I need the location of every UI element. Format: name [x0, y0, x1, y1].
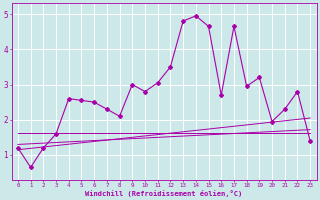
X-axis label: Windchill (Refroidissement éolien,°C): Windchill (Refroidissement éolien,°C) — [85, 190, 243, 197]
